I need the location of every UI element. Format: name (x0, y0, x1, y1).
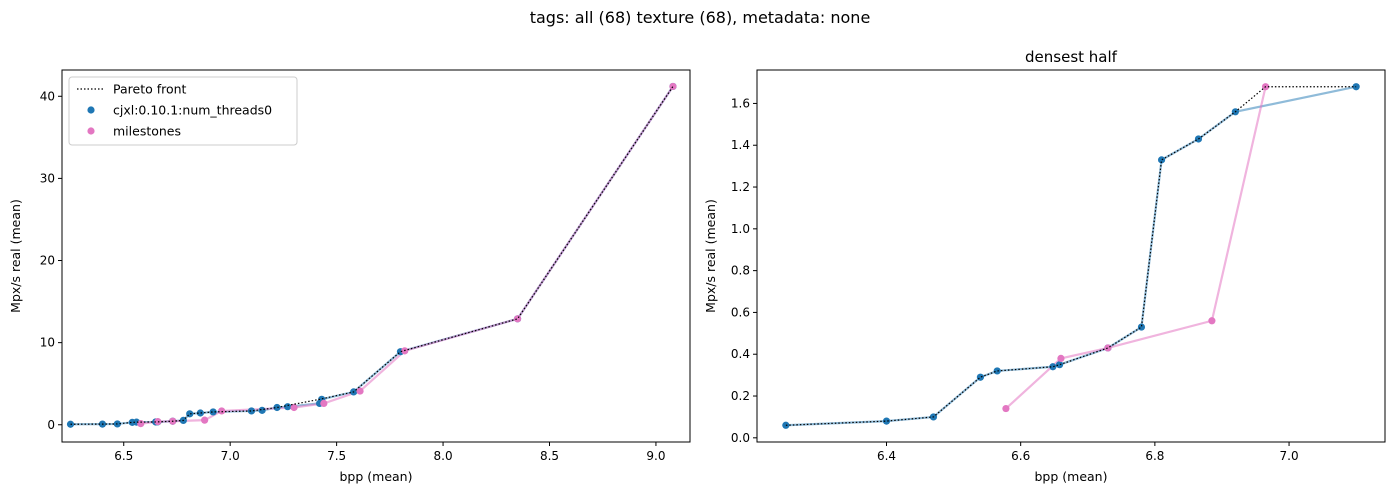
legend-swatch-marker (87, 106, 95, 114)
data-point-milestone (137, 420, 145, 428)
data-point-cjxl (882, 417, 891, 425)
x-axis-label: bpp (mean) (1035, 469, 1108, 484)
y-tick-label: 0.0 (731, 431, 750, 445)
x-tick-label: 7.0 (221, 449, 240, 463)
data-point-cjxl (284, 403, 292, 411)
data-point-cjxl (1137, 323, 1146, 331)
y-tick-label: 1.0 (731, 222, 750, 236)
data-point-milestone (154, 418, 162, 426)
x-tick-label: 6.5 (114, 449, 133, 463)
x-axis-label: bpp (mean) (340, 469, 413, 484)
data-point-cjxl (976, 373, 985, 381)
data-point-milestone (1057, 354, 1065, 363)
y-tick-label: 1.2 (731, 180, 750, 194)
x-tick-label: 7.5 (327, 449, 346, 463)
y-tick-label: 0.6 (731, 305, 750, 319)
data-point-cjxl (1157, 156, 1166, 164)
series-line-cjxl (785, 85, 1357, 427)
y-tick-label: 0.8 (731, 264, 750, 278)
data-point-cjxl (1055, 361, 1064, 369)
data-point-cjxl (1049, 363, 1057, 371)
data-point-cjxl (186, 410, 194, 418)
data-point-milestone (1104, 344, 1112, 352)
data-point-milestone (513, 315, 522, 323)
data-point-milestone (669, 82, 677, 91)
plot-area (66, 82, 677, 428)
data-point-milestone (356, 387, 364, 395)
x-tick-label: 8.5 (540, 449, 559, 463)
data-point-milestone (1208, 317, 1216, 325)
data-point-cjxl (247, 407, 256, 415)
legend-swatch-marker (87, 127, 95, 135)
figure-suptitle: tags: all (68) texture (68), metadata: n… (530, 8, 871, 27)
y-tick-label: 0 (47, 418, 55, 432)
data-point-cjxl (196, 409, 204, 417)
data-point-cjxl (258, 406, 266, 414)
y-tick-label: 0.2 (731, 389, 750, 403)
axes-frame (756, 69, 1386, 443)
plot-area (782, 83, 1360, 429)
data-point-milestone (320, 399, 328, 408)
legend-box (68, 76, 298, 146)
data-point-milestone (201, 416, 209, 424)
data-point-milestone (218, 407, 226, 415)
y-tick-label: 1.4 (731, 138, 750, 152)
x-tick-label: 6.8 (1145, 449, 1164, 463)
y-tick-label: 40 (40, 89, 55, 103)
y-tick-label: 20 (40, 254, 55, 268)
pareto-front-line (70, 86, 674, 425)
y-axis-label: Mpx/s real (mean) (8, 199, 23, 313)
x-tick-label: 9.0 (646, 449, 665, 463)
y-tick-label: 10 (40, 336, 55, 350)
x-tick-label: 7.0 (1280, 449, 1299, 463)
data-point-cjxl (209, 408, 217, 416)
data-point-milestone (1002, 404, 1010, 413)
data-point-cjxl (993, 367, 1001, 375)
left-chart: 6.5 7.0 7.5 8.0 8.5 9.0 0 10 20 30 40 bpp (mean) Mpx… (8, 69, 691, 484)
series-line-milestones (1005, 86, 1267, 410)
legend: Pareto front cjxl:0.10.1:num_threads0mile… (68, 76, 298, 146)
y-tick-label: 30 (40, 171, 55, 185)
data-point-cjxl (273, 403, 281, 412)
pareto-front-line (785, 86, 1357, 426)
data-point-milestone (290, 403, 298, 412)
legend-entry: cjxl:0.10.1:num_threads0 (113, 103, 272, 118)
y-tick-label: 0.4 (731, 347, 750, 361)
legend-entry: Pareto front (113, 82, 187, 97)
y-tick-label: 1.6 (731, 96, 750, 110)
chart-title: densest half (1025, 48, 1118, 66)
y-axis-label: Mpx/s real (mean) (703, 199, 718, 313)
data-point-cjxl (66, 420, 75, 428)
legend-entry: milestones (113, 124, 181, 139)
x-tick-label: 6.4 (877, 449, 896, 463)
right-chart-densest-half: densest half 6.4 6.6 6.8 7.0 0.0 0.2 0.4 0.6 0.8 1… (703, 48, 1386, 484)
axes-frame (61, 69, 691, 443)
x-tick-label: 8.0 (434, 449, 453, 463)
x-tick-label: 6.6 (1011, 449, 1030, 463)
